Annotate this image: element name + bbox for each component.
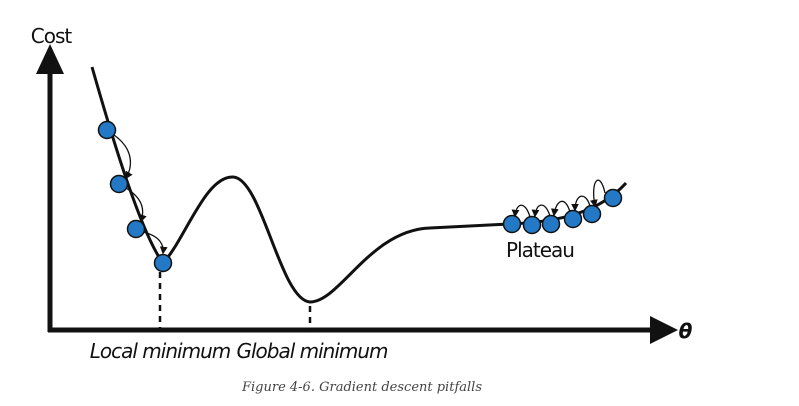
- x-axis-arrow: [650, 316, 678, 344]
- step-dot: [522, 215, 542, 235]
- step-dot: [153, 253, 173, 273]
- step-dot: [582, 204, 602, 224]
- caption: Figure 4-6. Gradient descent pitfalls: [241, 380, 482, 395]
- cost-curve: [90, 66, 628, 304]
- x-axis-label: θ: [679, 319, 693, 343]
- step-dot: [603, 188, 623, 208]
- step-dot: [563, 209, 583, 229]
- step-arrow: [113, 134, 133, 180]
- global-min-label: Global minimum: [236, 339, 388, 363]
- step-dot: [502, 214, 522, 234]
- step-dot: [109, 174, 129, 194]
- plateau-label: Plateau: [506, 238, 574, 262]
- step-arrow: [142, 231, 168, 255]
- y-axis-arrow: [36, 44, 64, 74]
- step-arrow: [511, 204, 531, 218]
- step-arrow: [531, 204, 551, 218]
- local-min-label: Local minimum: [90, 339, 231, 363]
- step-arrow: [550, 200, 571, 217]
- step-dot: [97, 120, 117, 140]
- step-dot: [541, 214, 561, 234]
- step-arrow: [589, 179, 606, 208]
- step-arrow: [571, 195, 591, 212]
- y-axis-label: Cost: [31, 24, 73, 48]
- step-arrow: [125, 187, 147, 223]
- step-dot: [126, 219, 146, 239]
